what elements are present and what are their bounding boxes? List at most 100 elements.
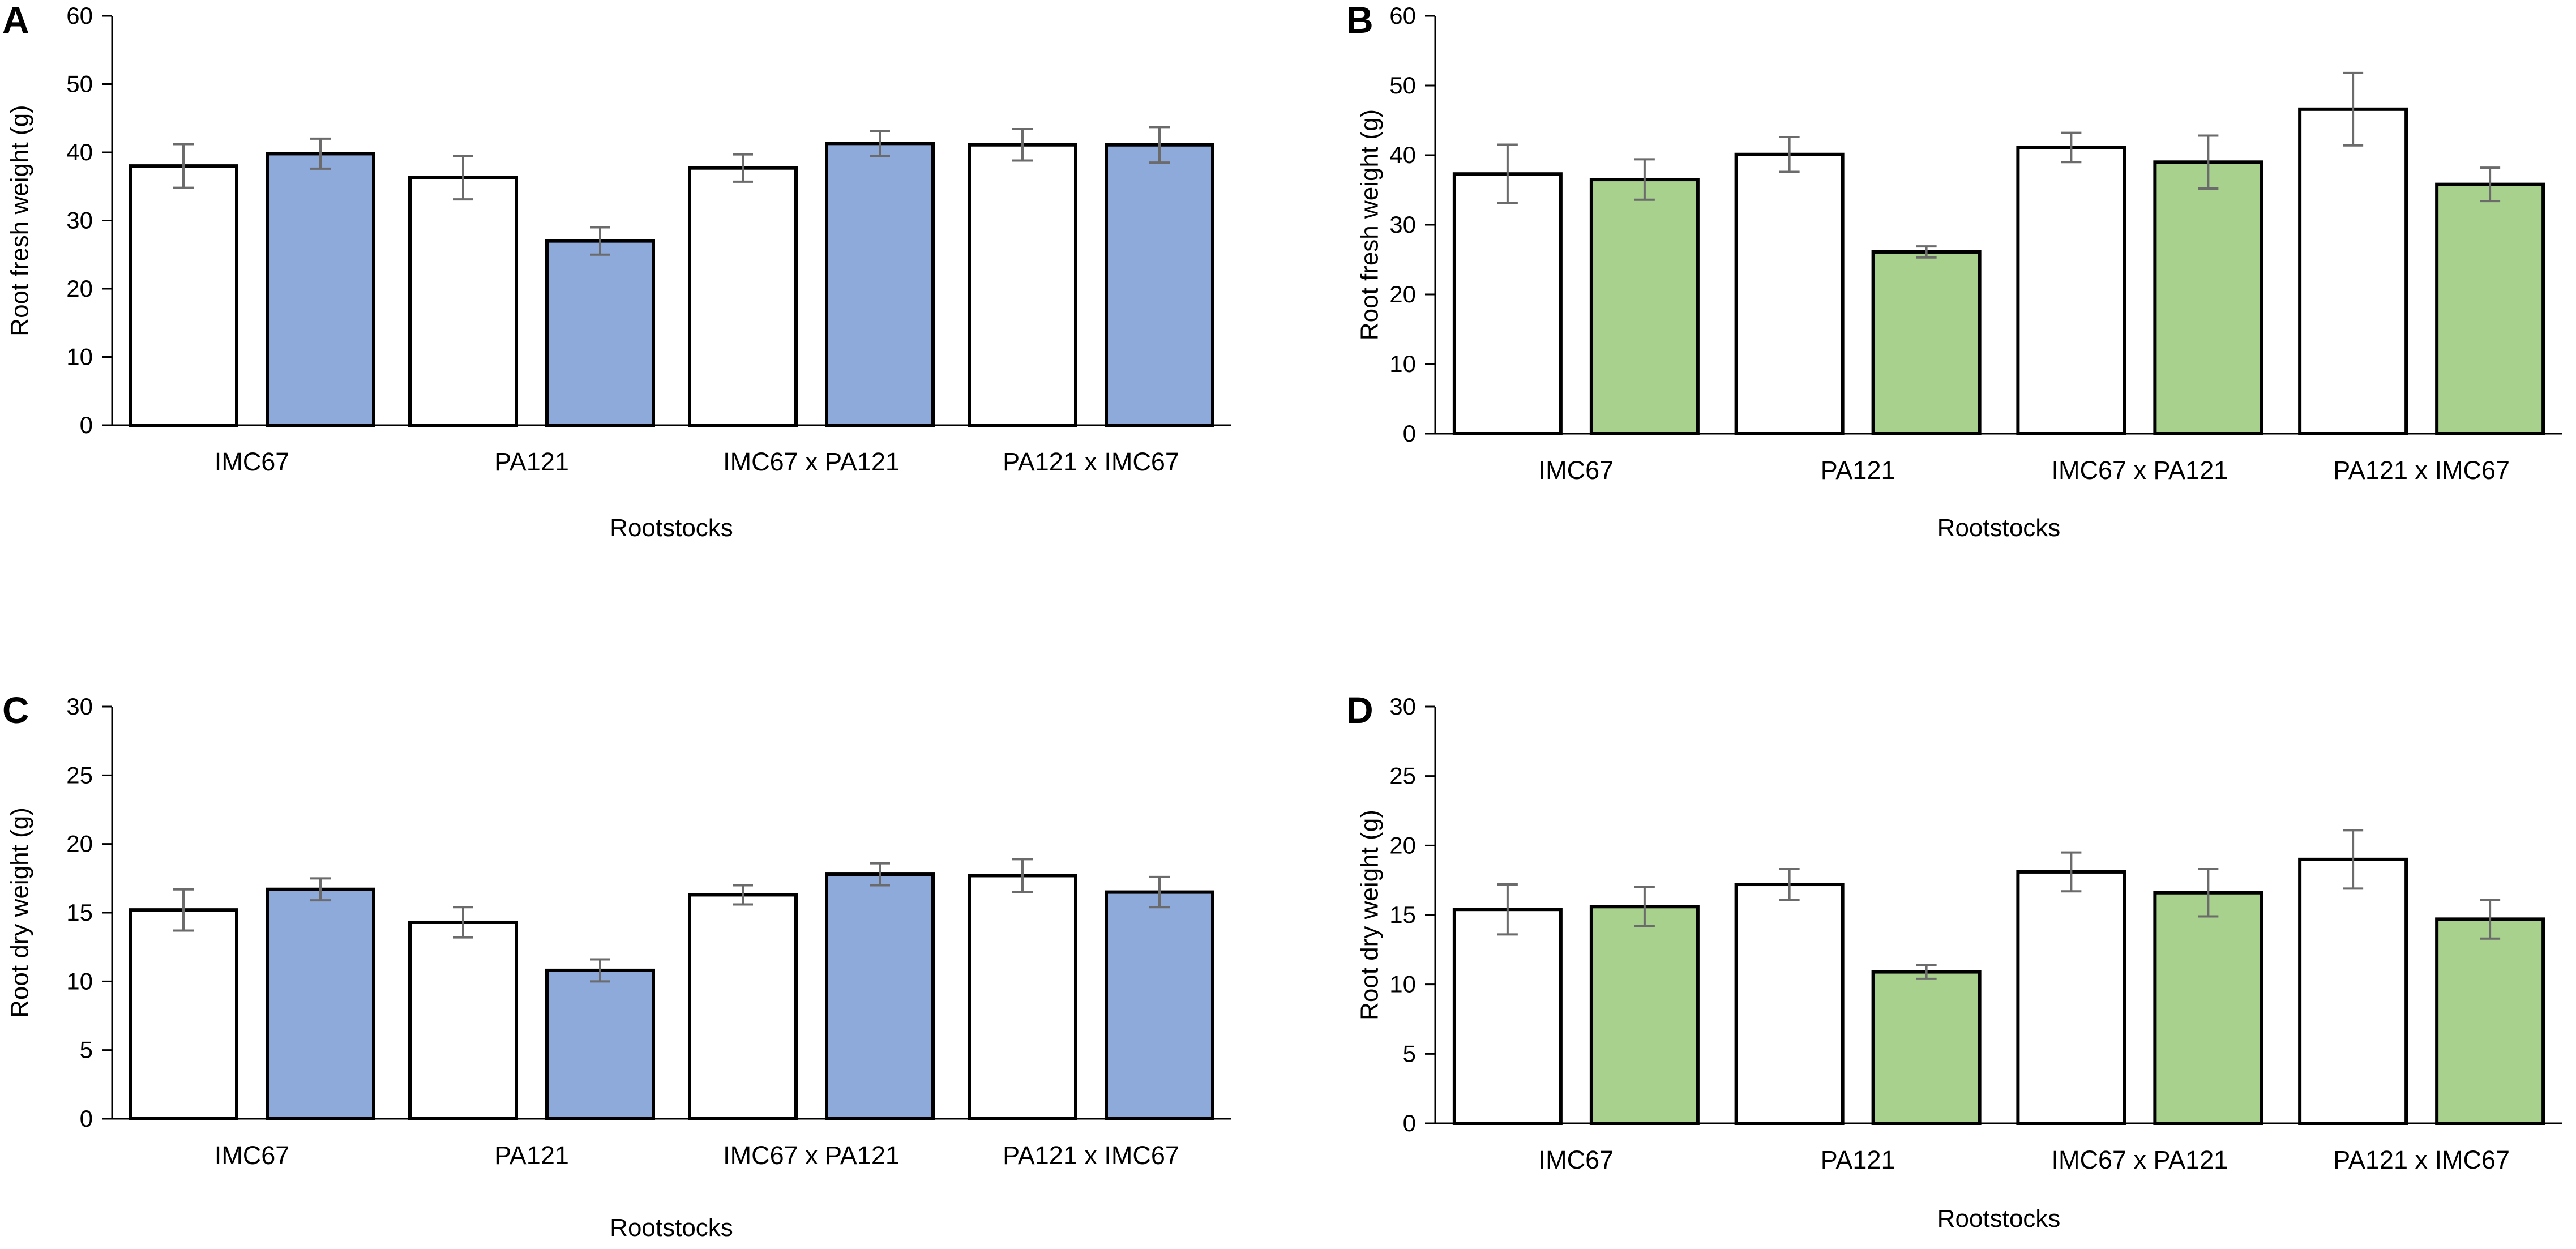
bar-treated-pa121-x-imc67 bbox=[1105, 890, 1214, 1120]
y-tick-label: 30 bbox=[66, 207, 93, 234]
bar-control-imc67-x-pa121 bbox=[2016, 870, 2126, 1125]
y-tick-label: 10 bbox=[1389, 350, 1416, 377]
bar-control-pa121 bbox=[1734, 883, 1845, 1125]
y-tick-label: 15 bbox=[1389, 901, 1416, 928]
panel-c: C 0 5 10 15 20 25 30 IMC67 PA121 IMC67 x PA121 PA12… bbox=[2, 689, 1231, 1242]
category-label: PA121 x IMC67 bbox=[1003, 447, 1179, 476]
y-tick-label: 25 bbox=[1389, 763, 1416, 789]
bar-treated-imc67 bbox=[1589, 178, 1700, 435]
y-tick-label: 25 bbox=[66, 762, 93, 788]
y-tick-label: 20 bbox=[66, 275, 93, 302]
y-tick-label: 10 bbox=[1389, 971, 1416, 998]
bar-control-imc67-x-pa121 bbox=[688, 893, 798, 1121]
bar-control-pa121-x-imc67 bbox=[2298, 107, 2408, 435]
category-label: PA121 x IMC67 bbox=[1003, 1141, 1179, 1170]
y-tick-label: 50 bbox=[1389, 72, 1416, 99]
error-bar-control-pa121-x-imc67 bbox=[2343, 829, 2364, 890]
category-label: PA121 bbox=[494, 1141, 569, 1170]
x-axis-title: Rootstocks bbox=[610, 1214, 733, 1242]
error-bar-treated-imc67-x-pa121 bbox=[2198, 868, 2219, 918]
y-tick-label: 0 bbox=[1403, 1110, 1416, 1136]
panel-letter-a: A bbox=[2, 0, 29, 41]
category-label: PA121 x IMC67 bbox=[2333, 1145, 2510, 1174]
y-tick-label: 40 bbox=[1389, 142, 1416, 168]
y-axis-title: Root fresh weight (g) bbox=[6, 105, 33, 336]
bar-control-imc67 bbox=[1452, 908, 1563, 1125]
error-bar-treated-pa121 bbox=[590, 226, 610, 256]
error-bar-control-pa121-x-imc67 bbox=[1012, 858, 1033, 893]
error-bar-control-pa121 bbox=[1779, 868, 1800, 901]
category-label: PA121 bbox=[1821, 456, 1895, 485]
bar-treated-pa121-x-imc67 bbox=[2435, 182, 2545, 435]
bar-treated-pa121 bbox=[545, 968, 655, 1121]
y-tick-label: 30 bbox=[1389, 211, 1416, 238]
y-axis-title: Root dry weight (g) bbox=[6, 807, 33, 1018]
category-label: IMC67 bbox=[1539, 1145, 1614, 1174]
y-tick-label: 20 bbox=[1389, 281, 1416, 307]
error-bar-control-imc67-x-pa121 bbox=[2061, 851, 2082, 893]
category-label: IMC67 x PA121 bbox=[723, 1141, 900, 1170]
error-bar-control-imc67-x-pa121 bbox=[2061, 131, 2082, 164]
bar-treated-imc67 bbox=[266, 887, 375, 1121]
bar-treated-imc67-x-pa121 bbox=[2153, 160, 2263, 435]
y-tick-label: 0 bbox=[1403, 420, 1416, 447]
panel-b: B 0 10 20 30 40 50 60 IMC67 PA121 IMC67 x PA121 PA1… bbox=[1346, 0, 2562, 542]
bar-control-pa121 bbox=[408, 920, 518, 1121]
bar-treated-imc67-x-pa121 bbox=[2153, 891, 2263, 1126]
bar-control-imc67-x-pa121 bbox=[2016, 146, 2126, 435]
error-bar-control-imc67-x-pa121 bbox=[733, 884, 753, 906]
category-label: IMC67 bbox=[215, 1141, 290, 1170]
error-bar-treated-imc67 bbox=[310, 137, 331, 170]
error-bar-treated-imc67-x-pa121 bbox=[2198, 134, 2219, 190]
y-tick-label: 20 bbox=[66, 831, 93, 857]
y-tick-label: 60 bbox=[1389, 2, 1416, 29]
bar-control-pa121 bbox=[1734, 152, 1845, 435]
error-bar-control-imc67 bbox=[1497, 883, 1518, 936]
bar-control-pa121 bbox=[408, 176, 518, 427]
panel-letter-b: B bbox=[1346, 0, 1373, 41]
y-tick-label: 15 bbox=[66, 899, 93, 926]
y-tick-label: 0 bbox=[80, 1105, 93, 1132]
error-bar-control-imc67 bbox=[1497, 143, 1518, 204]
bar-treated-imc67-x-pa121 bbox=[825, 872, 935, 1120]
x-axis-title: Rootstocks bbox=[1937, 1205, 2061, 1233]
y-axis-title: Root fresh weight (g) bbox=[1355, 109, 1383, 340]
bar-treated-imc67-x-pa121 bbox=[825, 142, 935, 427]
x-axis-title: Rootstocks bbox=[1937, 514, 2061, 542]
category-label: IMC67 x PA121 bbox=[723, 447, 900, 476]
y-tick-label: 40 bbox=[66, 139, 93, 165]
error-bar-treated-pa121 bbox=[590, 958, 610, 983]
error-bar-treated-imc67-x-pa121 bbox=[870, 130, 890, 157]
bar-control-pa121-x-imc67 bbox=[968, 874, 1077, 1120]
error-bar-control-pa121-x-imc67 bbox=[2343, 71, 2364, 147]
error-bar-control-imc67 bbox=[173, 888, 194, 932]
category-label: PA121 bbox=[1821, 1145, 1895, 1174]
error-bar-treated-imc67 bbox=[1634, 158, 1655, 201]
bar-control-pa121-x-imc67 bbox=[968, 143, 1077, 427]
bar-control-imc67 bbox=[1452, 172, 1563, 435]
x-axis-title: Rootstocks bbox=[610, 514, 733, 542]
error-bar-treated-pa121-x-imc67 bbox=[2480, 166, 2501, 203]
category-label: IMC67 bbox=[1539, 456, 1614, 485]
bar-treated-pa121-x-imc67 bbox=[2435, 917, 2545, 1125]
error-bar-control-pa121 bbox=[1779, 136, 1800, 173]
error-bar-treated-pa121-x-imc67 bbox=[1149, 126, 1170, 164]
panel-letter-c: C bbox=[2, 689, 29, 731]
category-label: PA121 bbox=[494, 447, 569, 476]
bar-treated-pa121-x-imc67 bbox=[1105, 143, 1214, 427]
y-tick-label: 0 bbox=[80, 412, 93, 438]
y-tick-label: 30 bbox=[1389, 693, 1416, 720]
y-tick-label: 5 bbox=[80, 1037, 93, 1063]
panel-letter-d: D bbox=[1346, 689, 1373, 731]
bar-control-imc67 bbox=[129, 164, 238, 427]
error-bar-control-imc67-x-pa121 bbox=[733, 153, 753, 183]
bar-treated-pa121 bbox=[1871, 970, 1982, 1125]
panel-d: D 0 5 10 15 20 25 30 IMC67 PA121 IMC67 x PA121 PA12… bbox=[1346, 689, 2562, 1233]
error-bar-treated-pa121-x-imc67 bbox=[2480, 899, 2501, 940]
bar-treated-imc67 bbox=[266, 152, 375, 427]
error-bar-control-pa121-x-imc67 bbox=[1012, 128, 1033, 162]
error-bar-control-pa121 bbox=[453, 906, 473, 939]
error-bar-treated-pa121 bbox=[1916, 964, 1937, 980]
y-axis-title: Root dry weight (g) bbox=[1355, 810, 1383, 1020]
